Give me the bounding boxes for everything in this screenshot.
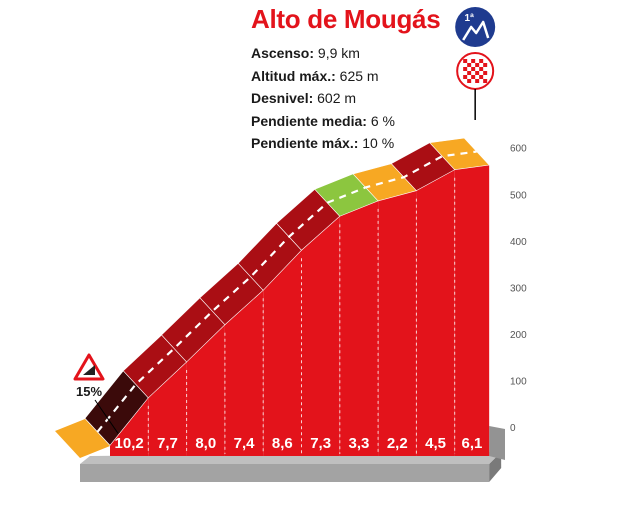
checker-square (475, 71, 480, 75)
road-surface-km-9 (429, 137, 490, 171)
stat-max-gradient: Pendiente máx.: 10 % (251, 135, 395, 151)
checker-square (479, 75, 484, 79)
checker-square (463, 75, 468, 79)
front-panel-km-1 (148, 361, 187, 456)
y-tick-label: 200 (510, 330, 527, 341)
x-tick-label: 3 (222, 486, 228, 498)
gradient-label-km-7: 2,2 (387, 435, 408, 452)
x-tick-label: 7 (375, 486, 381, 498)
checker-square (467, 71, 472, 75)
checker-square (467, 63, 472, 67)
front-panel-km-7 (378, 190, 417, 457)
y-tick-label: 400 (510, 237, 527, 248)
front-panel-km-0 (110, 397, 149, 456)
checker-square (471, 75, 476, 79)
gradient-label-km-2: 8,0 (195, 435, 216, 452)
checker-square (483, 71, 488, 75)
front-panel-km-2 (186, 324, 225, 456)
checker-square (471, 59, 476, 63)
checker-square (475, 79, 480, 83)
checker-square (467, 79, 472, 83)
checker-square (479, 67, 484, 71)
road-centre-line (96, 150, 477, 433)
stat-elevation-gain: Desnivel: 602 m (251, 90, 357, 106)
warning-pointer (94, 399, 119, 434)
front-panel-km-4 (263, 250, 302, 456)
y-tick-label: 300 (510, 283, 527, 294)
stat-max-altitude: Altitud máx.: 625 m (251, 67, 379, 84)
category-label: 1ª (465, 13, 475, 24)
x-tick-label: 9 (452, 486, 458, 498)
gradient-label-km-1: 7,7 (157, 435, 178, 452)
gradient-label-km-3: 7,4 (234, 435, 256, 452)
checker-square (483, 63, 488, 67)
road-base-side (489, 452, 502, 482)
stat-ascent: Ascenso: 9,9 km (251, 45, 360, 61)
category-badge (455, 7, 496, 47)
x-tick-label: 4 (260, 486, 267, 498)
gradient-label-km-5: 7,3 (310, 435, 331, 452)
y-tick-label: 600 (510, 144, 527, 155)
checker-square (463, 59, 468, 63)
road-base-slab (80, 464, 490, 482)
steep-warning-glyph (83, 365, 95, 375)
x-tick-label: 2 (184, 486, 190, 498)
gradient-label-km-9: 6,1 (462, 435, 483, 452)
y-tick-label: 500 (510, 190, 527, 201)
road-surface-start-cap (55, 419, 110, 458)
mountain-icon (462, 20, 490, 41)
climb-stats: Ascenso: 9,9 km Altitud máx.: 625 m Desn… (251, 42, 395, 155)
steep-warning-icon (73, 353, 105, 381)
gradient-label-km-4: 8,6 (272, 435, 293, 452)
x-tick-label: 0 (107, 486, 113, 498)
front-panel-km-5 (301, 216, 340, 456)
x-tick-label: 1 (145, 486, 151, 498)
stat-average-gradient: Pendiente media: 6 % (251, 112, 395, 129)
checker-square (475, 63, 480, 67)
checker-square (463, 67, 468, 71)
checker-square (479, 59, 484, 63)
axis-base-block (489, 426, 505, 460)
y-tick-label: 100 (510, 376, 527, 387)
gradient-label-km-6: 3,3 (349, 435, 370, 452)
front-panel-km-8 (416, 169, 455, 456)
gradient-label-km-0: 10,2 (115, 435, 144, 452)
climb-title: Alto de Mougás (251, 4, 441, 34)
front-panel-km-3 (224, 290, 264, 456)
checker-square (471, 67, 476, 71)
x-tick-label: 6 (337, 486, 343, 498)
checker-square (483, 79, 488, 83)
warning-gradient-label: 15% (76, 384, 102, 399)
gradient-label-km-8: 4,5 (425, 435, 446, 452)
front-panel-km-6 (339, 200, 379, 456)
front-panel-km-9 (454, 165, 490, 456)
y-tick-label: 0 (510, 423, 516, 434)
x-tick-label: 5 (298, 486, 304, 498)
x-tick-label: 8 (413, 486, 419, 498)
